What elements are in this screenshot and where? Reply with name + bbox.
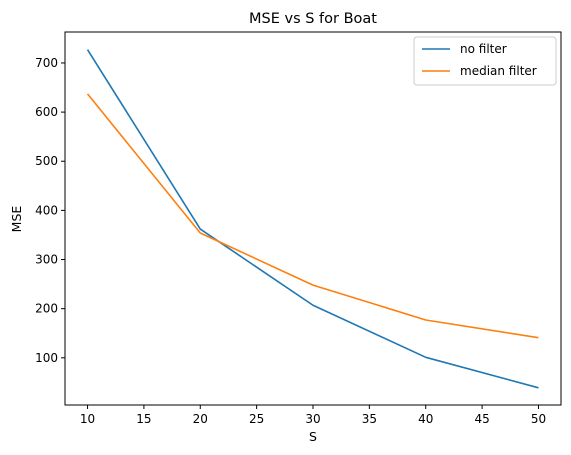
x-tick-label: 20 xyxy=(193,412,208,426)
legend: no filter median filter xyxy=(413,36,557,86)
y-tick-label: 400 xyxy=(35,203,58,217)
chart-title: MSE vs S for Boat xyxy=(249,11,377,27)
y-tick-label: 600 xyxy=(35,105,58,119)
legend-label-1: no filter xyxy=(460,42,507,56)
x-tick-label: 10 xyxy=(80,412,95,426)
y-tick-label: 200 xyxy=(35,302,58,316)
plot-area xyxy=(86,49,539,389)
x-tick-label: 35 xyxy=(362,412,377,426)
y-axis: 100 200 300 400 500 600 700 xyxy=(35,56,65,365)
x-axis-label: S xyxy=(309,429,317,444)
y-tick-label: 500 xyxy=(35,154,58,168)
x-tick-label: 25 xyxy=(249,412,264,426)
x-axis: 10 15 20 25 30 35 40 45 50 xyxy=(80,405,546,426)
y-axis-label: MSE xyxy=(9,206,24,233)
x-tick-label: 45 xyxy=(474,412,489,426)
x-tick-label: 40 xyxy=(418,412,433,426)
y-tick-label: 700 xyxy=(35,56,58,70)
y-tick-label: 100 xyxy=(35,351,58,365)
legend-label-2: median filter xyxy=(460,64,537,78)
series-line-2 xyxy=(86,93,539,339)
y-tick-label: 300 xyxy=(35,253,58,267)
x-tick-label: 15 xyxy=(136,412,151,426)
x-tick-label: 30 xyxy=(305,412,320,426)
x-tick-label: 50 xyxy=(531,412,546,426)
series-line-1 xyxy=(86,49,539,389)
